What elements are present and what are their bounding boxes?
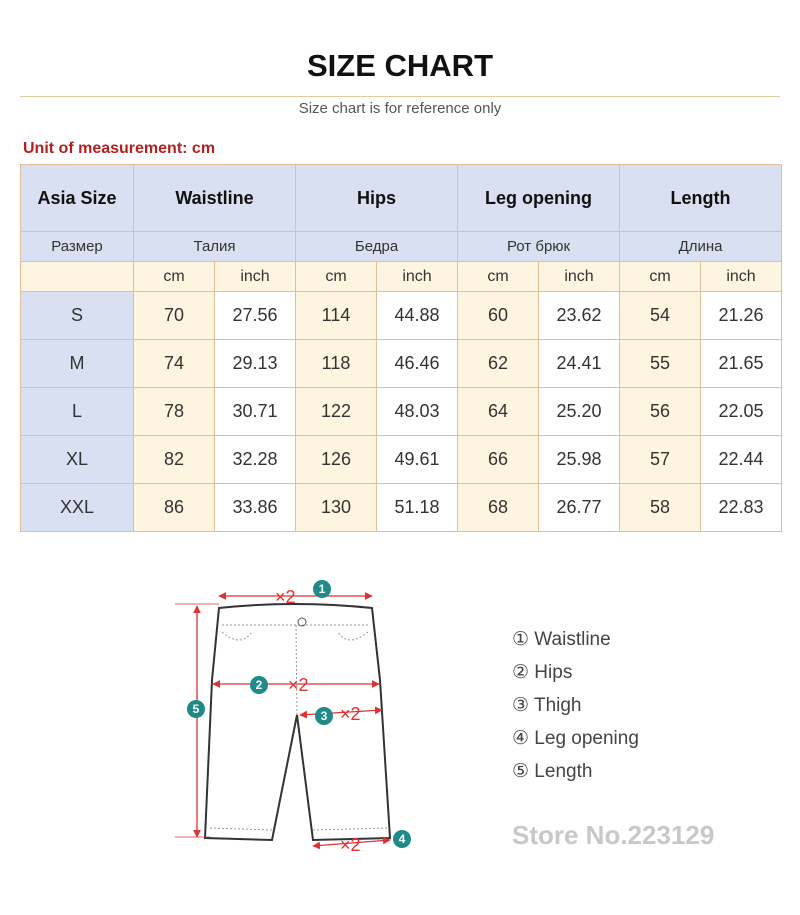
value-cell: 64	[457, 387, 540, 436]
marker-2: 2	[256, 678, 263, 692]
value-cell: 33.86	[213, 483, 297, 532]
value-cell: 82	[133, 435, 215, 484]
watermark: Store No.223129	[512, 820, 715, 850]
column-header-ru: Рот брюк	[457, 231, 621, 262]
page-title: SIZE CHART	[307, 48, 493, 83]
legend-item-thigh: ③ Thigh	[512, 695, 582, 716]
value-cell: 130	[295, 483, 378, 532]
multiplier-label: ×2	[288, 675, 309, 695]
shorts-outline	[203, 603, 392, 842]
column-header: Length	[619, 164, 783, 232]
unit-cell: cm	[133, 261, 215, 292]
column-header: Waistline	[132, 164, 297, 232]
value-cell: 21.26	[700, 291, 783, 340]
unit-cell: inch	[213, 261, 297, 292]
value-cell: 86	[133, 483, 215, 532]
value-cell: 58	[619, 483, 702, 532]
value-cell: 30.71	[213, 387, 297, 436]
column-header-ru: Длина	[619, 231, 783, 262]
marker-3: 3	[321, 709, 328, 723]
value-cell: 57	[619, 435, 702, 484]
header-row: Asia Size Waistline Hips Leg opening Length	[20, 164, 783, 232]
value-cell: 25.98	[538, 435, 621, 484]
value-cell: 48.03	[376, 387, 459, 436]
value-cell: 21.65	[700, 339, 783, 388]
value-cell: 126	[295, 435, 378, 484]
legend-item-leg-opening: ④ Leg opening	[512, 728, 639, 749]
unit-cell: inch	[700, 261, 783, 292]
marker-4: 4	[399, 832, 406, 846]
size-cell: XXL	[20, 483, 134, 532]
column-header: Asia Size	[20, 164, 134, 232]
size-cell: S	[20, 291, 134, 340]
value-cell: 25.20	[538, 387, 621, 436]
value-cell: 56	[619, 387, 702, 436]
legend-item-waistline: ① Waistline	[512, 629, 611, 650]
column-header-ru: Размер	[20, 231, 134, 262]
value-cell: 51.18	[376, 483, 459, 532]
value-cell: 68	[457, 483, 540, 532]
value-cell: 62	[457, 339, 540, 388]
table-row: XL 82 32.28 126 49.61 66 25.98 57 22.44	[20, 435, 783, 484]
value-cell: 22.05	[700, 387, 783, 436]
column-header: Leg opening	[457, 164, 621, 232]
value-cell: 26.77	[538, 483, 621, 532]
value-cell: 118	[295, 339, 378, 388]
value-cell: 49.61	[376, 435, 459, 484]
unit-row: cm inch cm inch cm inch cm inch	[20, 261, 783, 292]
marker-5: 5	[193, 702, 200, 716]
value-cell: 54	[619, 291, 702, 340]
value-cell: 78	[133, 387, 215, 436]
column-header: Hips	[295, 164, 459, 232]
value-cell: 27.56	[213, 291, 297, 340]
value-cell: 32.28	[213, 435, 297, 484]
value-cell: 114	[295, 291, 378, 340]
unit-cell: inch	[538, 261, 621, 292]
value-cell: 74	[133, 339, 215, 388]
size-cell: L	[20, 387, 134, 436]
button-icon	[297, 617, 307, 627]
value-cell: 70	[133, 291, 215, 340]
table-row: XXL 86 33.86 130 51.18 68 26.77 58 22.83	[20, 483, 783, 532]
multiplier-label: ×2	[340, 835, 361, 855]
measurement-legend: ① Waistline ② Hips ③ Thigh ④ Leg opening…	[512, 628, 639, 793]
unit-note: Unit of measurement: cm	[23, 140, 216, 157]
value-cell: 44.88	[376, 291, 459, 340]
value-cell: 29.13	[213, 339, 297, 388]
header-row-ru: Размер Талия Бедра Рот брюк Длина	[20, 231, 783, 262]
unit-cell: cm	[457, 261, 540, 292]
table-row: L 78 30.71 122 48.03 64 25.20 56 22.05	[20, 387, 783, 436]
size-table: Asia Size Waistline Hips Leg opening Length Р…	[20, 164, 783, 532]
marker-1: 1	[319, 582, 326, 596]
value-cell: 46.46	[376, 339, 459, 388]
table-row: M 74 29.13 118 46.46 62 24.41 55 21.65	[20, 339, 783, 388]
unit-cell-empty	[20, 261, 134, 292]
divider	[20, 96, 780, 97]
legend-item-hips: ② Hips	[512, 662, 573, 683]
size-cell: M	[20, 339, 134, 388]
value-cell: 60	[457, 291, 540, 340]
value-cell: 122	[295, 387, 378, 436]
unit-cell: cm	[619, 261, 702, 292]
column-header-ru: Талия	[132, 231, 297, 262]
shorts-diagram: ×2 ×2 ×2 ×2 1 2 3 4 5	[175, 580, 411, 855]
subtitle: Size chart is for reference only	[298, 100, 502, 117]
value-cell: 66	[457, 435, 540, 484]
value-cell: 22.83	[700, 483, 783, 532]
multiplier-label: ×2	[275, 587, 296, 607]
legend-item-length: ⑤ Length	[512, 761, 593, 782]
size-cell: XL	[20, 435, 134, 484]
value-cell: 24.41	[538, 339, 621, 388]
unit-cell: cm	[295, 261, 378, 292]
unit-cell: inch	[376, 261, 459, 292]
column-header-ru: Бедра	[295, 231, 459, 262]
multiplier-label: ×2	[340, 704, 361, 724]
value-cell: 23.62	[538, 291, 621, 340]
value-cell: 22.44	[700, 435, 783, 484]
value-cell: 55	[619, 339, 702, 388]
table-row: S 70 27.56 114 44.88 60 23.62 54 21.26	[20, 291, 783, 340]
